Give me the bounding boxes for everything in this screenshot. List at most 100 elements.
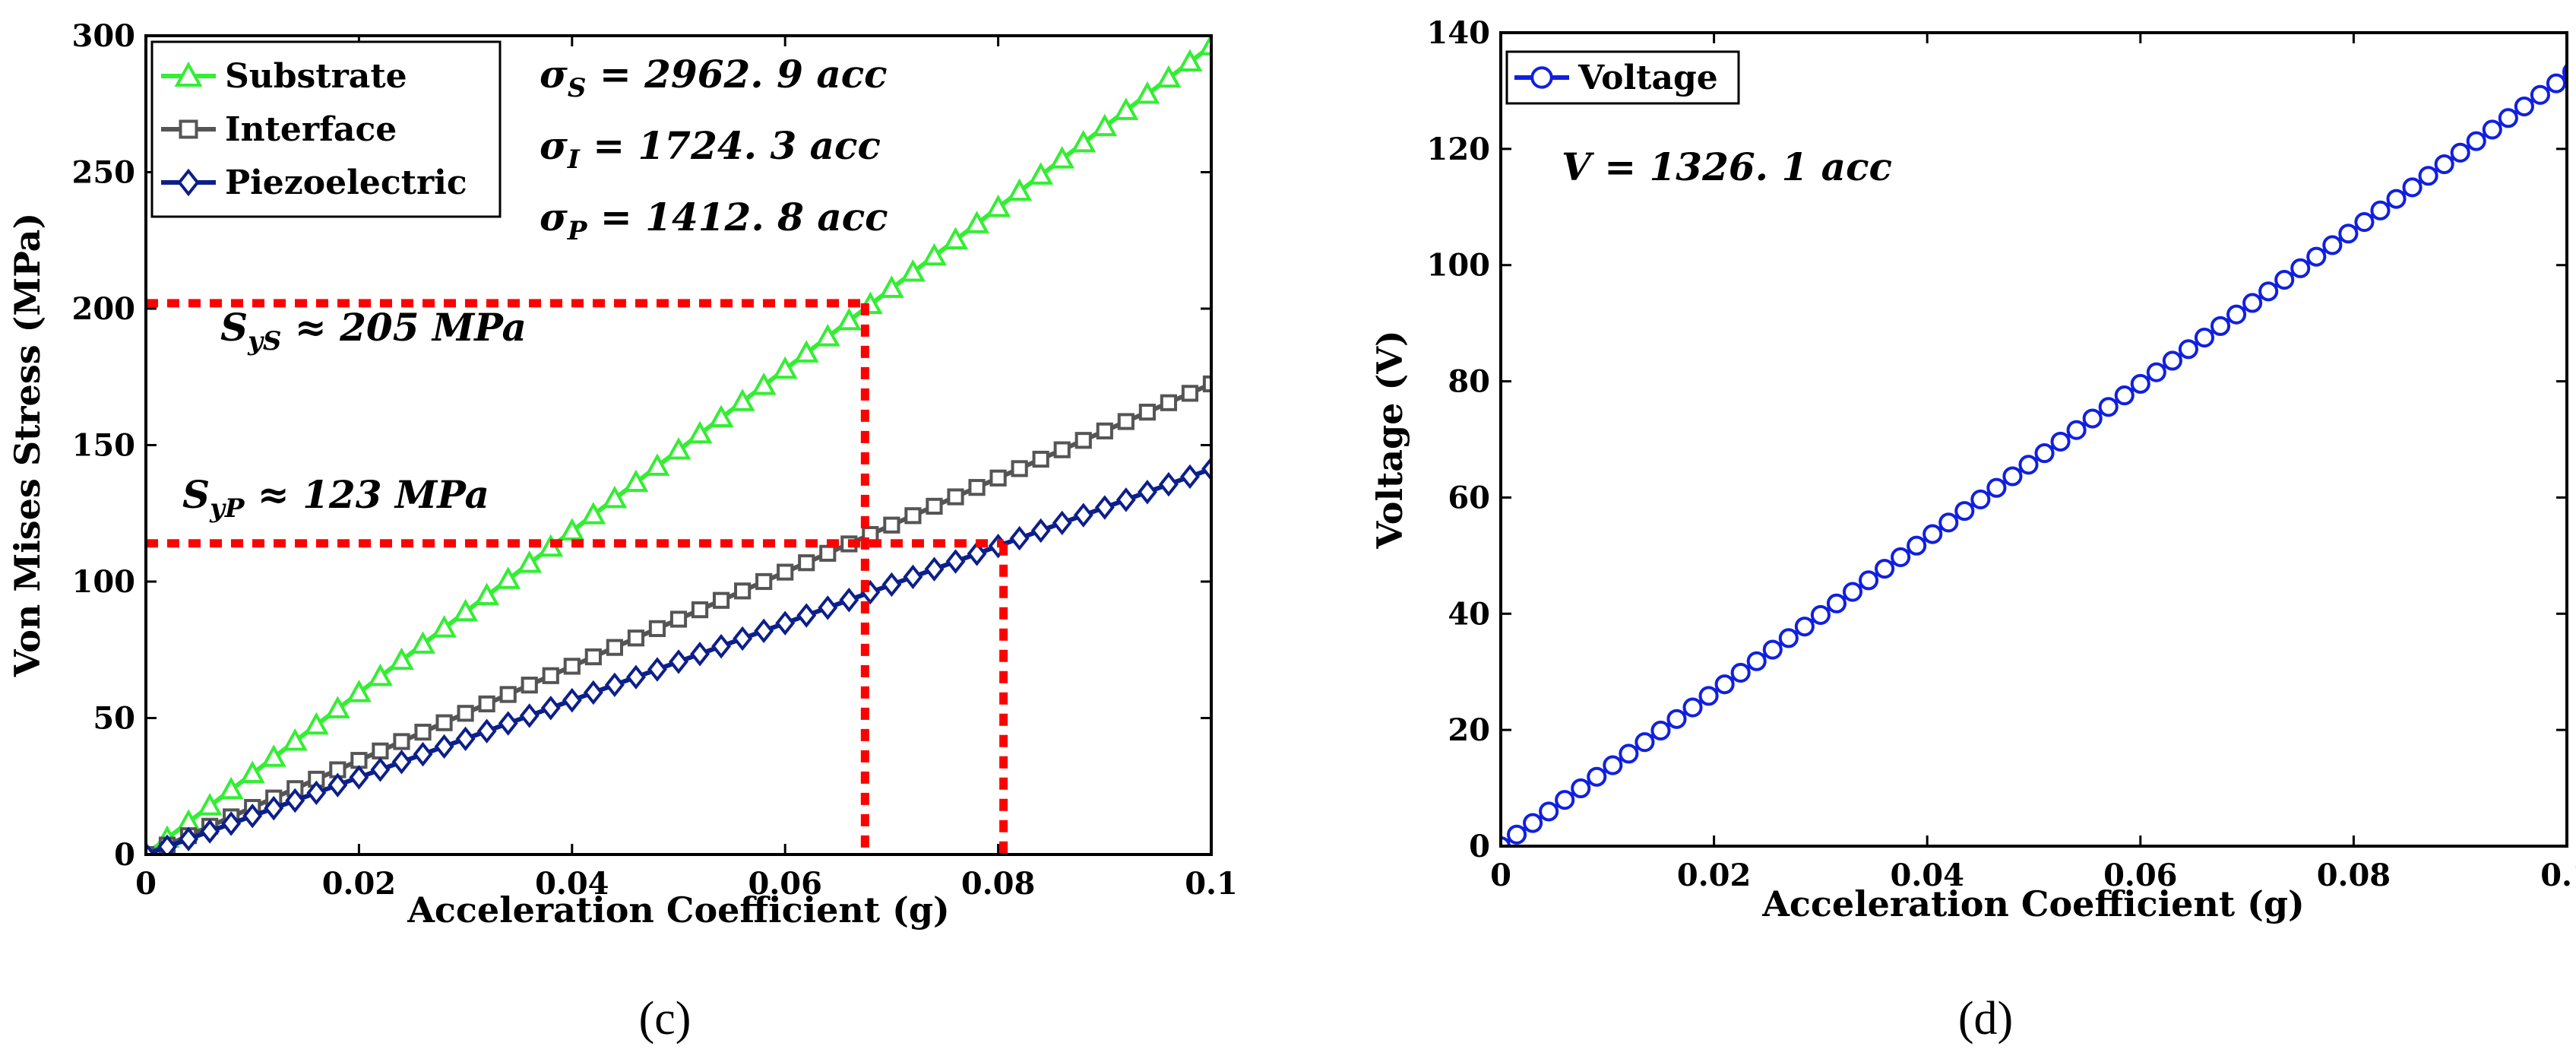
- data-point-voltage: [1603, 755, 1623, 775]
- data-point-interface: [819, 544, 837, 562]
- voltage-legend: Voltage: [1505, 50, 1740, 105]
- data-point-substrate: [1007, 178, 1033, 201]
- legend-swatch-marker: [177, 168, 200, 197]
- y-tick-label: 100: [72, 564, 136, 600]
- data-point-piezoelectric: [1116, 487, 1136, 512]
- data-point-voltage: [2466, 131, 2486, 151]
- data-point-voltage: [1794, 617, 1815, 637]
- data-point-substrate: [644, 453, 670, 476]
- data-point-voltage: [2242, 293, 2263, 313]
- data-point-voltage: [1698, 686, 1719, 706]
- data-point-substrate: [303, 712, 329, 735]
- x-tick-label: 0.02: [1677, 858, 1751, 893]
- data-point-piezoelectric: [818, 595, 838, 620]
- panel-label-d: (d): [1958, 993, 2013, 1045]
- legend-item-substrate: Substrate: [161, 57, 407, 96]
- data-point-piezoelectric: [306, 780, 327, 806]
- data-point-voltage: [2434, 154, 2454, 175]
- x-tick-label: 0.06: [2103, 858, 2177, 893]
- data-point-substrate: [1156, 65, 1182, 88]
- data-point-interface: [1202, 375, 1211, 393]
- data-point-voltage: [2450, 142, 2470, 163]
- data-point-substrate: [197, 793, 223, 816]
- data-point-substrate: [815, 324, 840, 347]
- voltage-axis-ticks: 0 0.02 0.04 0.06 0.08 0.1 0 20 40 60 80 100 120 140: [1427, 15, 2576, 893]
- data-point-piezoelectric: [604, 672, 625, 698]
- data-point-substrate: [389, 647, 414, 671]
- data-point-voltage: [2034, 443, 2055, 464]
- data-point-voltage: [1682, 697, 1703, 718]
- data-point-voltage: [2498, 108, 2518, 128]
- data-point-voltage: [1523, 813, 1543, 833]
- data-point-piezoelectric: [1073, 503, 1093, 528]
- data-point-piezoelectric: [690, 642, 710, 667]
- data-point-piezoelectric: [540, 696, 561, 721]
- data-point-voltage: [1587, 766, 1607, 787]
- data-point-voltage: [2482, 119, 2502, 140]
- data-point-voltage: [2274, 270, 2295, 290]
- data-point-voltage: [1826, 593, 1847, 614]
- data-point-substrate: [368, 663, 393, 686]
- legend-swatch-marker: [179, 119, 198, 139]
- x-tick-label: 0.1: [1185, 866, 1238, 902]
- data-point-interface: [1160, 394, 1178, 411]
- data-point-voltage: [2418, 166, 2438, 186]
- legend-label: Voltage: [1578, 59, 1718, 97]
- data-point-piezoelectric: [157, 834, 178, 854]
- data-point-interface: [1032, 450, 1049, 468]
- data-point-voltage: [2290, 258, 2311, 278]
- data-point-piezoelectric: [179, 826, 199, 851]
- data-point-piezoelectric: [285, 788, 305, 813]
- data-point-substrate: [517, 550, 543, 573]
- data-point-voltage: [2162, 350, 2182, 371]
- data-point-substrate: [708, 404, 734, 428]
- data-point-piezoelectric: [1052, 510, 1072, 536]
- data-point-piezoelectric: [625, 664, 646, 690]
- data-point-interface: [1117, 413, 1135, 430]
- data-point-substrate: [900, 259, 926, 282]
- data-point-voltage: [1571, 778, 1591, 799]
- data-point-voltage: [1842, 582, 1863, 602]
- series-piezoelectric: [146, 456, 1211, 854]
- data-point-interface: [457, 705, 474, 722]
- yield-reference-lines: [146, 299, 1008, 854]
- yield-annotations: SyS ≈ 205 MPa SyP ≈ 123 MPa: [182, 305, 527, 524]
- data-point-voltage: [1938, 512, 1959, 533]
- data-point-substrate: [474, 582, 500, 606]
- voltage-y-axis-label: Voltage (V): [1369, 330, 1410, 549]
- equation: σI = 1724. 3 acc: [540, 123, 881, 175]
- data-point-substrate: [432, 615, 457, 638]
- data-point-piezoelectric: [1179, 464, 1200, 490]
- data-point-interface: [1053, 441, 1071, 458]
- stress-chart: 0 0.02 0.04 0.06 0.08 0.1 0 50 100 150 200 250 300 A…: [7, 18, 1238, 1045]
- x-tick-label: 0.06: [748, 866, 821, 902]
- data-point-piezoelectric: [264, 795, 284, 821]
- legend-label: Substrate: [225, 57, 407, 96]
- data-point-voltage: [2402, 177, 2423, 198]
- data-point-substrate: [1049, 146, 1075, 169]
- voltage-plot-frame: [1499, 31, 2568, 848]
- data-point-interface: [435, 714, 453, 731]
- data-point-voltage: [1858, 570, 1879, 591]
- panel-label-c: (c): [639, 993, 691, 1045]
- data-point-voltage: [1954, 501, 1975, 522]
- y-tick-label: 150: [72, 428, 136, 464]
- x-tick-label: 0.1: [2540, 858, 2576, 893]
- data-point-piezoelectric: [242, 804, 263, 829]
- data-point-voltage: [2146, 362, 2166, 382]
- legend-item-interface: Interface: [161, 110, 397, 149]
- y-tick-label: 20: [1448, 712, 1490, 748]
- data-point-substrate: [239, 760, 265, 784]
- voltage-series-layer: [1501, 63, 2567, 846]
- data-point-voltage: [2066, 420, 2087, 440]
- data-point-voltage: [2386, 189, 2407, 209]
- series-voltage: [1501, 63, 2567, 846]
- data-point-substrate: [1028, 162, 1054, 185]
- y-tick-label: 300: [72, 18, 136, 54]
- data-point-voltage: [2018, 455, 2039, 475]
- data-point-substrate: [1092, 113, 1118, 137]
- y-tick-label: 100: [1427, 248, 1491, 284]
- data-point-substrate: [282, 728, 308, 751]
- data-point-substrate: [772, 356, 798, 379]
- data-point-voltage: [2002, 466, 2023, 487]
